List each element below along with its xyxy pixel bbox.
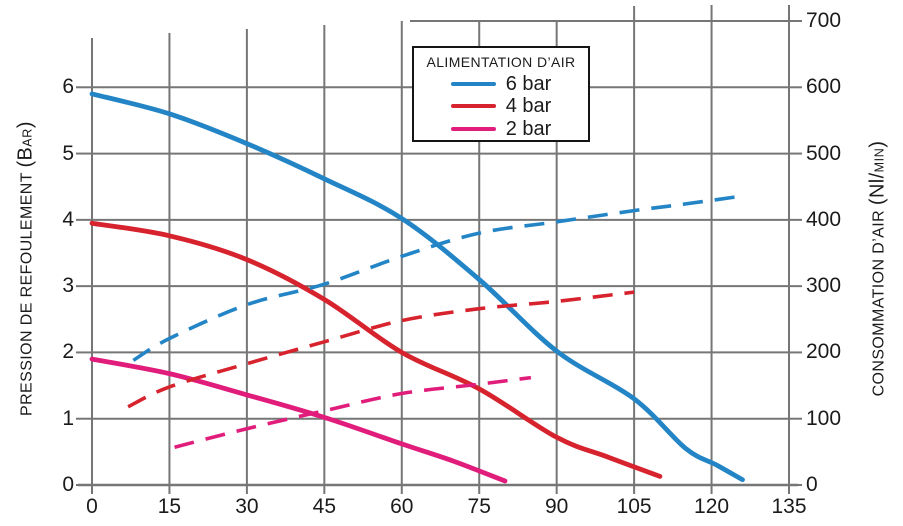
x-tick-label: 90 <box>544 495 569 518</box>
y-left-tick-label: 3 <box>62 274 74 298</box>
curve-pression-2bar <box>89 356 508 484</box>
y-left-tick-label: 2 <box>62 340 74 364</box>
y-right-axis-unit-open: (Nl/ <box>866 172 889 206</box>
legend-label-6bar: 6 bar <box>505 73 552 96</box>
legend-item-4bar: 4 bar <box>450 95 552 118</box>
y-right-tick-label: 700 <box>806 9 842 32</box>
y-right-tick-label: 400 <box>806 207 842 231</box>
legend-item-6bar: 6 bar <box>450 73 552 96</box>
legend-line-2bar-icon <box>450 126 496 131</box>
curve-consommation-6bar <box>132 194 738 362</box>
y-left-axis-unit-close: ) <box>14 121 37 129</box>
y-left-tick-label: 6 <box>62 75 74 99</box>
legend: ALIMENTATION D’AIR 6 bar 4 bar 2 bar <box>412 46 590 142</box>
curve-pression-6bar <box>89 91 745 483</box>
x-tick-label: 60 <box>390 495 414 518</box>
x-tick-label: 15 <box>157 495 182 518</box>
x-tick-label: 135 <box>771 495 807 518</box>
y-left-tick-label: 5 <box>62 141 74 165</box>
x-tick-label: 75 <box>467 495 491 518</box>
y-right-axis-title-text: CONSOMMATION D’AIR <box>870 205 888 397</box>
y-right-tick-label: 600 <box>806 75 842 99</box>
x-tick-label: 30 <box>235 495 259 518</box>
y-left-tick-label: 0 <box>62 473 74 496</box>
curve-consommation-2bar <box>174 375 532 449</box>
curve-pression-4bar <box>89 220 663 479</box>
x-tick-label: 0 <box>86 495 98 518</box>
y-right-tick-label: 100 <box>806 406 842 430</box>
legend-label-2bar: 2 bar <box>505 117 552 140</box>
legend-item-2bar: 2 bar <box>450 117 552 140</box>
legend-label-4bar: 4 bar <box>505 95 552 118</box>
legend-line-6bar-icon <box>450 82 496 87</box>
x-tick-label: 45 <box>312 495 336 518</box>
legend-title: ALIMENTATION D’AIR <box>426 54 576 70</box>
y-right-tick-label: 300 <box>806 274 842 298</box>
legend-line-4bar-icon <box>450 104 496 109</box>
x-tick-label: 120 <box>694 495 730 518</box>
x-tick-label: 105 <box>616 495 652 518</box>
y-right-tick-label: 0 <box>806 473 818 496</box>
y-right-tick-label: 200 <box>806 340 842 364</box>
y-left-tick-label: 4 <box>62 207 74 231</box>
y-right-tick-label: 500 <box>806 141 842 165</box>
y-left-tick-label: 1 <box>62 406 74 430</box>
